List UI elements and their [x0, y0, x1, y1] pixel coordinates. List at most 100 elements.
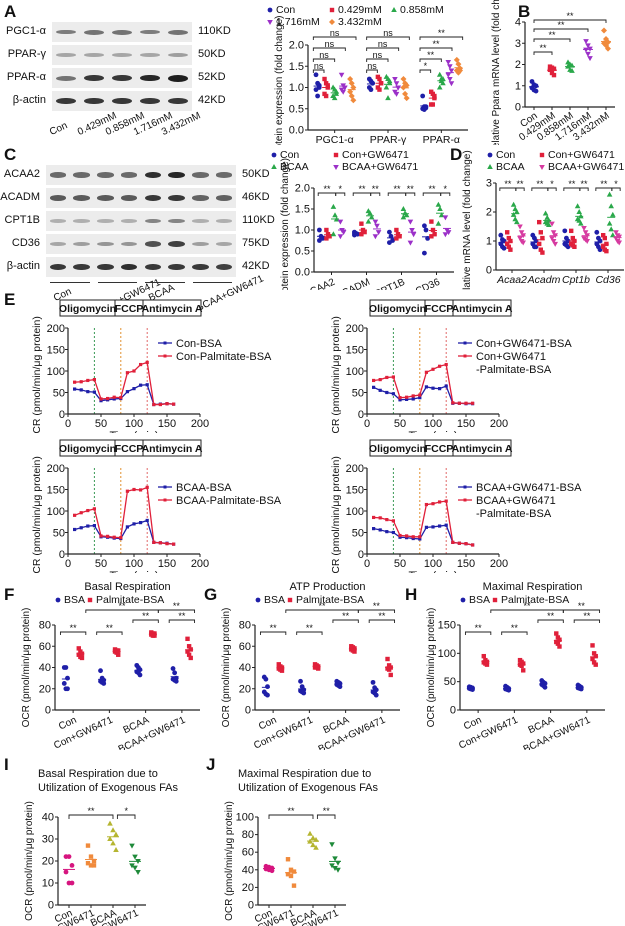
data-point	[397, 234, 402, 239]
blot-band	[120, 195, 138, 201]
significance-label: **	[342, 611, 350, 621]
blot-band	[192, 172, 209, 178]
data-point	[552, 241, 558, 247]
data-point	[172, 670, 178, 676]
series-bcaa	[307, 830, 319, 850]
data-point	[119, 536, 123, 540]
significance-brackets: ** **** **** **	[59, 601, 196, 635]
data-point	[86, 390, 90, 394]
data-point	[119, 396, 123, 400]
y-axis: 0 50 100 150	[438, 620, 461, 717]
series-con-gw6471	[85, 843, 97, 868]
y-tick-label: 20	[42, 856, 54, 868]
data-point	[186, 644, 192, 649]
series-bcaa-gw6471	[129, 843, 141, 875]
y-tick-label: 2.0	[289, 40, 304, 52]
blot-band	[168, 263, 185, 271]
legend-label: 0.429mM	[338, 4, 382, 16]
series-palmitate-bsa	[590, 643, 599, 667]
data-point	[418, 396, 422, 400]
data-point	[554, 631, 559, 636]
data-point	[329, 842, 335, 848]
data-point	[375, 230, 382, 236]
legend-label: Con+GW6471	[476, 351, 546, 363]
blot-row-label: PGC1-α	[6, 25, 46, 37]
bracket	[562, 609, 601, 613]
data-point	[315, 93, 320, 99]
data-point	[584, 239, 590, 244]
data-point	[145, 383, 149, 387]
data-point	[186, 652, 192, 657]
data-point	[517, 236, 523, 242]
legend-marker	[163, 354, 167, 358]
y-tick-label: 80	[242, 829, 254, 841]
series-bsa	[370, 679, 379, 698]
significance-label: **	[548, 30, 556, 40]
significance-label: **	[106, 623, 114, 633]
data-point	[145, 360, 149, 364]
legend-marker	[255, 597, 261, 603]
data-point	[139, 488, 143, 492]
legend-marker	[163, 341, 167, 345]
y-tick-label: 40	[239, 662, 251, 674]
x-tick-label: Con	[257, 715, 278, 733]
data-point	[557, 644, 562, 649]
legend-label: BSA	[264, 594, 285, 606]
chart-a-protein-expression: 0.0 0.5 1.0 1.5 2.0 Protein expression (fold …	[267, 4, 468, 145]
blot-band	[120, 172, 138, 178]
x-tick-label: PPAR-γ	[370, 134, 407, 145]
legend-marker	[539, 165, 545, 170]
significance-label: ns	[314, 61, 324, 71]
data-point	[508, 247, 513, 252]
series-bcaa-gw6471	[337, 219, 347, 240]
series-bcaa	[400, 206, 410, 220]
x-tick-label: CPT1B	[373, 277, 407, 290]
data-point	[116, 652, 121, 657]
data-point	[110, 827, 116, 833]
data-point	[63, 869, 69, 875]
x-tick-label: 0	[364, 418, 370, 430]
data-point	[170, 666, 176, 671]
data-point	[112, 397, 116, 401]
data-point	[99, 399, 103, 403]
legend: Con Con+GW6471 BCAA BCAA+GW6471	[271, 149, 418, 173]
legend-label: Con	[496, 149, 515, 161]
data-point	[581, 225, 587, 231]
data-point	[310, 835, 316, 841]
data-point	[506, 244, 511, 249]
data-point	[430, 227, 436, 233]
y-tick-label: 0	[48, 900, 54, 912]
data-point	[445, 230, 452, 236]
y-tick-label: 3	[486, 178, 492, 190]
blot-kd-label: 110KD	[198, 25, 231, 37]
x-tick-label: PPAR-α	[423, 134, 460, 145]
significance-label: *	[614, 179, 618, 189]
significance-label: **	[407, 184, 415, 194]
significance-label: **	[428, 184, 436, 194]
data-point	[606, 220, 613, 226]
bracket	[537, 619, 564, 623]
significance-label: **	[578, 601, 586, 611]
data-point	[69, 880, 75, 886]
x-tick-label: Cpt1b	[562, 274, 590, 286]
data-point	[420, 93, 426, 99]
blot-band	[192, 242, 209, 246]
blot-kd-label: 42KD	[198, 94, 226, 106]
series-palmitate-bsa	[553, 631, 562, 649]
y-axis-label: OCR (pmol/min/μg protein)	[221, 608, 232, 728]
series-bsa	[298, 678, 307, 696]
y-tick-label: 150	[47, 345, 65, 357]
x-tick-label: 50	[95, 558, 107, 570]
blot-row-label: β-actin	[6, 260, 40, 272]
series-bcaa-gw6471-palmitate-bsa	[372, 499, 475, 547]
data-point	[593, 653, 598, 659]
data-point	[145, 518, 149, 523]
data-point	[378, 378, 382, 382]
series-con	[387, 229, 395, 245]
series-con	[530, 232, 539, 250]
injection-label: Oligomycin	[59, 443, 116, 455]
data-point	[332, 866, 338, 872]
x-tick-label: 200	[191, 418, 209, 430]
